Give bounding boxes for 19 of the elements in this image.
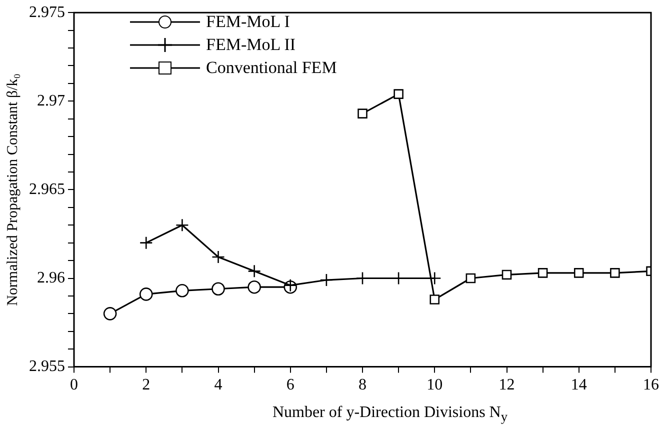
y-tick-label: 2.97 [37,92,65,110]
x-tick-label: 2 [142,376,150,394]
y-tick-label: 2.975 [29,4,65,21]
x-axis-title: Number of y-Direction Divisions N$_{y}$ [271,404,509,426]
y-tick-label: 2.96 [37,269,65,286]
x-tick-label: 8 [358,376,366,394]
x-tick-label: 16 [643,376,659,394]
x-tick-label: 0 [70,376,78,394]
y-axis-title: Normalized Propagation Constant β/k₀ [4,73,21,306]
x-tick-label: 4 [214,376,222,394]
y-tick-label: 2.965 [29,180,65,198]
legend-label: FEM-MoL II [206,34,296,54]
legend-label: FEM-MoL I [206,12,290,32]
x-tick-label: 14 [570,376,587,394]
x-tick-label: 6 [286,376,294,394]
x-tick-label: 12 [498,376,515,394]
x-tick-label: 10 [426,376,443,394]
y-tick-label: 2.955 [29,358,65,376]
legend-label: Conventional FEM [206,58,337,78]
